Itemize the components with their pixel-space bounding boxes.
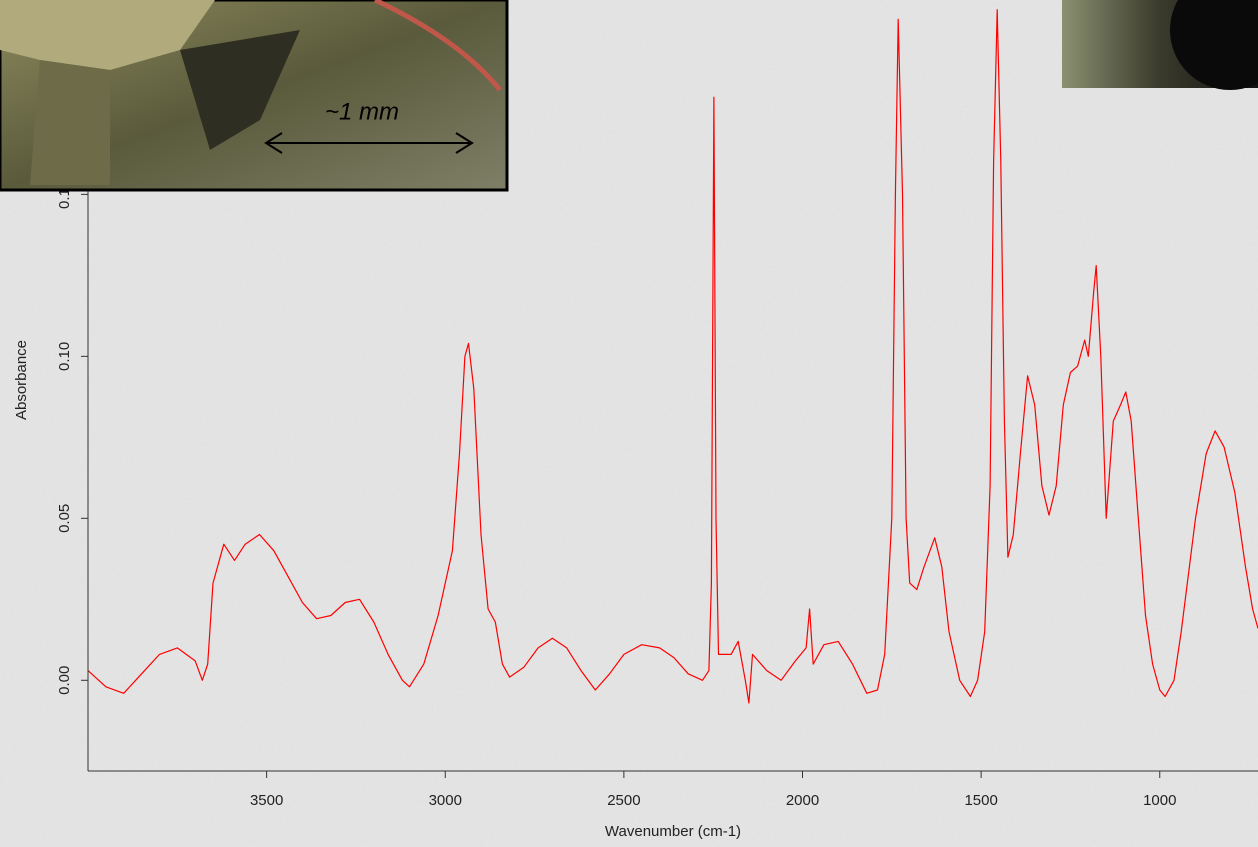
plot-area: 0.000.050.100.15 [56, 9, 1258, 704]
photo-detail [180, 30, 300, 150]
wire [373, 0, 502, 92]
x-tick-label: 2000 [786, 792, 819, 809]
y-tick-label: 0.00 [56, 666, 73, 695]
x-tick-label: 1500 [964, 792, 997, 809]
scale-label: ~1 mm [325, 98, 399, 125]
x-tick-label: 3500 [250, 792, 283, 809]
x-axis-title: Wavenumber (cm-1) [605, 823, 741, 840]
spectrum-line [87, 9, 1258, 704]
x-tick-label: 3000 [429, 792, 462, 809]
y-tick-label: 0.05 [56, 504, 73, 533]
y-tick-label: 0.10 [56, 342, 73, 371]
inset-photo-2 [1062, 0, 1258, 90]
x-tick-label: 2500 [607, 792, 640, 809]
x-tick-label: 1000 [1143, 792, 1176, 809]
photo-detail [30, 60, 110, 185]
inset-photo: ~1 mm [0, 0, 509, 192]
photo-detail [0, 0, 215, 70]
arrow-heads [264, 132, 474, 154]
y-axis-title: Absorbance [13, 340, 30, 420]
photo-detail [1170, 0, 1258, 90]
